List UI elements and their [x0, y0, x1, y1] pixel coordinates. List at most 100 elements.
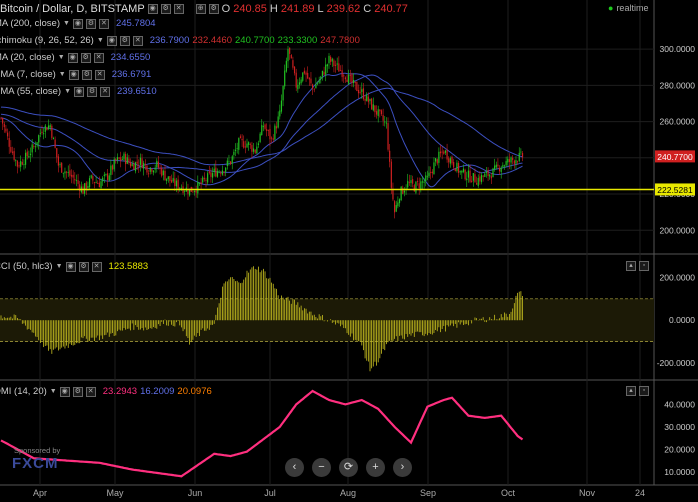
scroll-left-button[interactable]: ‹	[285, 458, 304, 477]
candle	[5, 128, 7, 132]
eye-icon[interactable]: ◉	[72, 18, 83, 29]
candle	[339, 70, 342, 71]
candle	[6, 132, 9, 137]
candle	[0, 117, 2, 119]
line-price-tag	[655, 183, 695, 196]
candle	[41, 131, 43, 133]
candle	[230, 161, 232, 165]
close-icon[interactable]: ✕	[100, 86, 110, 97]
settings-icon[interactable]: ⚙	[85, 18, 96, 29]
candle	[495, 164, 497, 168]
settings-icon[interactable]: ⚙	[119, 35, 130, 46]
eye-icon[interactable]: ◉	[65, 261, 76, 272]
candle	[426, 176, 428, 178]
eye-icon[interactable]: ◉	[67, 52, 78, 63]
candle	[26, 151, 28, 157]
maximize-icon[interactable]: ▫	[639, 261, 649, 271]
candle	[290, 54, 292, 59]
candle	[236, 148, 238, 149]
collapse-up-icon[interactable]: ▴	[626, 261, 636, 271]
ohlc-o-label: O	[221, 3, 231, 15]
chevron-down-icon[interactable]: ▼	[49, 388, 57, 395]
candle	[167, 176, 169, 180]
settings-icon[interactable]: ⚙	[160, 4, 171, 14]
candle	[129, 162, 132, 167]
close-icon[interactable]: ✕	[173, 4, 184, 14]
realtime-label: realtime	[616, 3, 649, 13]
candle	[315, 84, 317, 89]
candle	[423, 181, 425, 183]
candle	[36, 142, 38, 145]
chevron-down-icon[interactable]: ▼	[96, 37, 104, 44]
candle	[149, 167, 151, 172]
grid	[0, 0, 654, 485]
candle	[115, 159, 117, 161]
scroll-right-button[interactable]: ›	[393, 458, 412, 477]
candle	[29, 153, 32, 156]
candle	[202, 177, 204, 183]
compare-icon[interactable]: ⊕	[195, 4, 206, 14]
candle	[205, 180, 207, 181]
chevron-down-icon[interactable]: ▼	[57, 54, 65, 61]
collapse-up-icon[interactable]: ▴	[626, 386, 636, 396]
candle	[44, 125, 46, 132]
candle	[79, 184, 81, 191]
settings-icon[interactable]: ⚙	[78, 261, 89, 272]
candle	[469, 170, 471, 182]
candle	[267, 130, 269, 131]
candle	[387, 123, 389, 150]
y-tick-label: 300.0000	[660, 44, 696, 54]
close-icon[interactable]: ✕	[85, 386, 96, 397]
candle	[180, 188, 182, 190]
settings-icon[interactable]: ⚙	[87, 86, 97, 97]
candle	[20, 161, 22, 167]
candle	[359, 91, 361, 93]
candle	[88, 178, 91, 188]
eye-icon[interactable]: ◉	[74, 86, 84, 97]
x-tick-label: Oct	[501, 488, 516, 498]
chevron-down-icon[interactable]: ▼	[64, 88, 71, 95]
candle	[420, 181, 422, 190]
candle	[93, 182, 96, 183]
candle	[162, 170, 164, 176]
chevron-down-icon[interactable]: ▼	[63, 20, 70, 27]
candle	[118, 157, 120, 159]
zoom-out-button[interactable]: −	[312, 458, 331, 477]
candle	[170, 180, 173, 183]
settings-icon[interactable]: ⚙	[81, 69, 92, 80]
candle	[133, 164, 135, 170]
eye-icon[interactable]: ◉	[68, 69, 79, 80]
close-icon[interactable]: ✕	[98, 18, 109, 29]
candle	[239, 136, 242, 139]
candle	[348, 74, 350, 84]
eye-icon[interactable]: ◉	[106, 35, 117, 46]
chevron-down-icon[interactable]: ▼	[55, 263, 63, 270]
candle	[98, 182, 100, 188]
close-icon[interactable]: ✕	[91, 261, 102, 272]
candle	[144, 164, 146, 165]
x-tick-label: 24	[635, 488, 645, 498]
settings-icon[interactable]: ⚙	[72, 386, 83, 397]
eye-icon[interactable]: ◉	[59, 386, 70, 397]
candle	[31, 144, 33, 153]
close-icon[interactable]: ✕	[94, 69, 105, 80]
close-icon[interactable]: ✕	[132, 35, 143, 46]
candle	[351, 74, 353, 83]
eye-icon[interactable]: ◉	[147, 4, 158, 14]
ohlc-h-value: 241.89	[280, 3, 315, 15]
close-icon[interactable]: ✕	[93, 52, 104, 63]
candle	[357, 90, 360, 94]
zoom-in-button[interactable]: +	[366, 458, 385, 477]
candle	[21, 162, 23, 165]
settings-icon[interactable]: ⚙	[80, 52, 91, 63]
settings-icon-2[interactable]: ⚙	[208, 4, 219, 14]
candle	[338, 63, 340, 72]
candle	[64, 171, 66, 174]
candle	[177, 179, 179, 189]
reset-button[interactable]: ⟳	[339, 458, 358, 477]
chevron-down-icon[interactable]: ▼	[58, 71, 66, 78]
dmi-value-minus: 16.2009	[140, 386, 175, 397]
maximize-icon[interactable]: ▫	[639, 386, 649, 396]
candle	[66, 171, 68, 173]
